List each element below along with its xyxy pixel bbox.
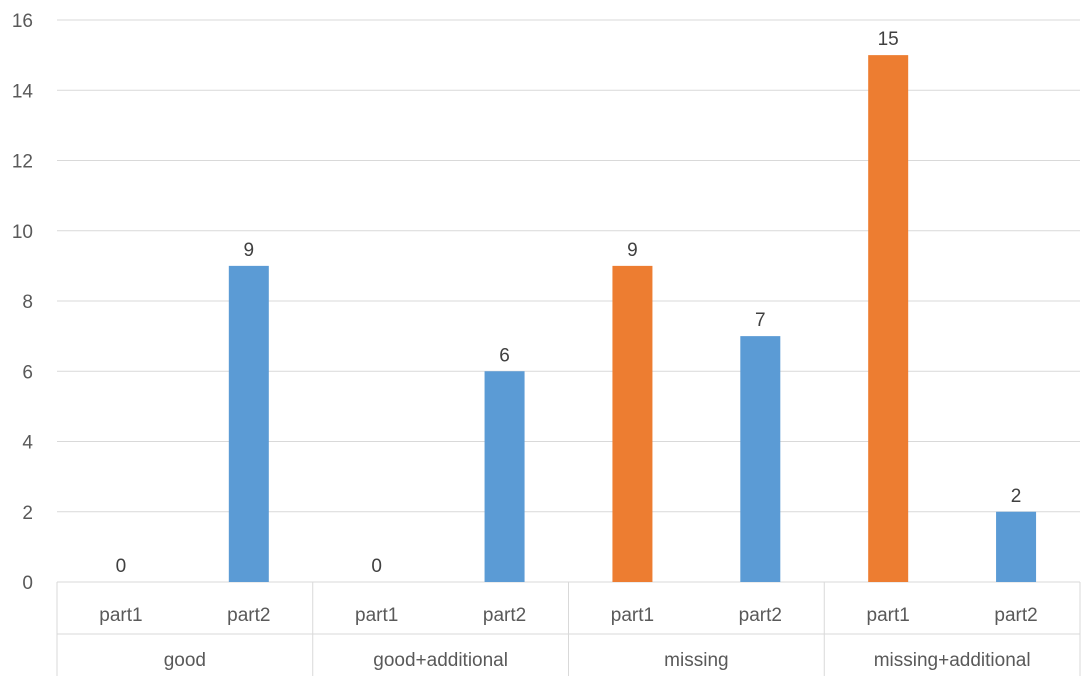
data-label: 15 <box>878 29 899 50</box>
x-subcategory-label: part1 <box>611 605 654 626</box>
bar-missing-additional-part2 <box>996 511 1037 582</box>
data-label: 2 <box>1011 486 1022 507</box>
y-tick-label: 0 <box>22 573 33 594</box>
bar-missing-part1 <box>612 265 653 582</box>
y-tick-label: 8 <box>22 292 33 313</box>
x-subcategory-label: part2 <box>483 605 526 626</box>
y-tick-label: 4 <box>22 433 33 454</box>
x-subcategory-label: part1 <box>867 605 910 626</box>
bar-missing-additional-part1 <box>868 55 909 582</box>
y-tick-label: 2 <box>22 503 33 524</box>
data-label: 6 <box>499 345 510 366</box>
y-tick-label: 10 <box>12 222 33 243</box>
data-label: 0 <box>116 556 127 577</box>
x-subcategory-label: part2 <box>739 605 782 626</box>
x-group-label: good+additional <box>373 650 508 671</box>
bar-missing-part2 <box>740 336 781 582</box>
x-subcategory-label: part1 <box>355 605 398 626</box>
data-label: 9 <box>627 240 638 261</box>
x-subcategory-label: part1 <box>99 605 142 626</box>
data-label: 7 <box>755 310 766 331</box>
data-label: 0 <box>371 556 382 577</box>
x-subcategory-label: part2 <box>994 605 1037 626</box>
y-tick-label: 6 <box>22 362 33 383</box>
bar-good-additional-part2 <box>484 371 525 582</box>
y-tick-label: 12 <box>12 152 33 173</box>
x-group-label: missing <box>664 650 728 671</box>
x-subcategory-label: part2 <box>227 605 270 626</box>
x-group-label: missing+additional <box>874 650 1031 671</box>
data-label: 9 <box>244 240 255 261</box>
bar-good-part2 <box>228 265 269 582</box>
y-tick-label: 14 <box>12 81 34 102</box>
y-tick-label: 16 <box>12 11 33 32</box>
x-group-label: good <box>164 650 206 671</box>
